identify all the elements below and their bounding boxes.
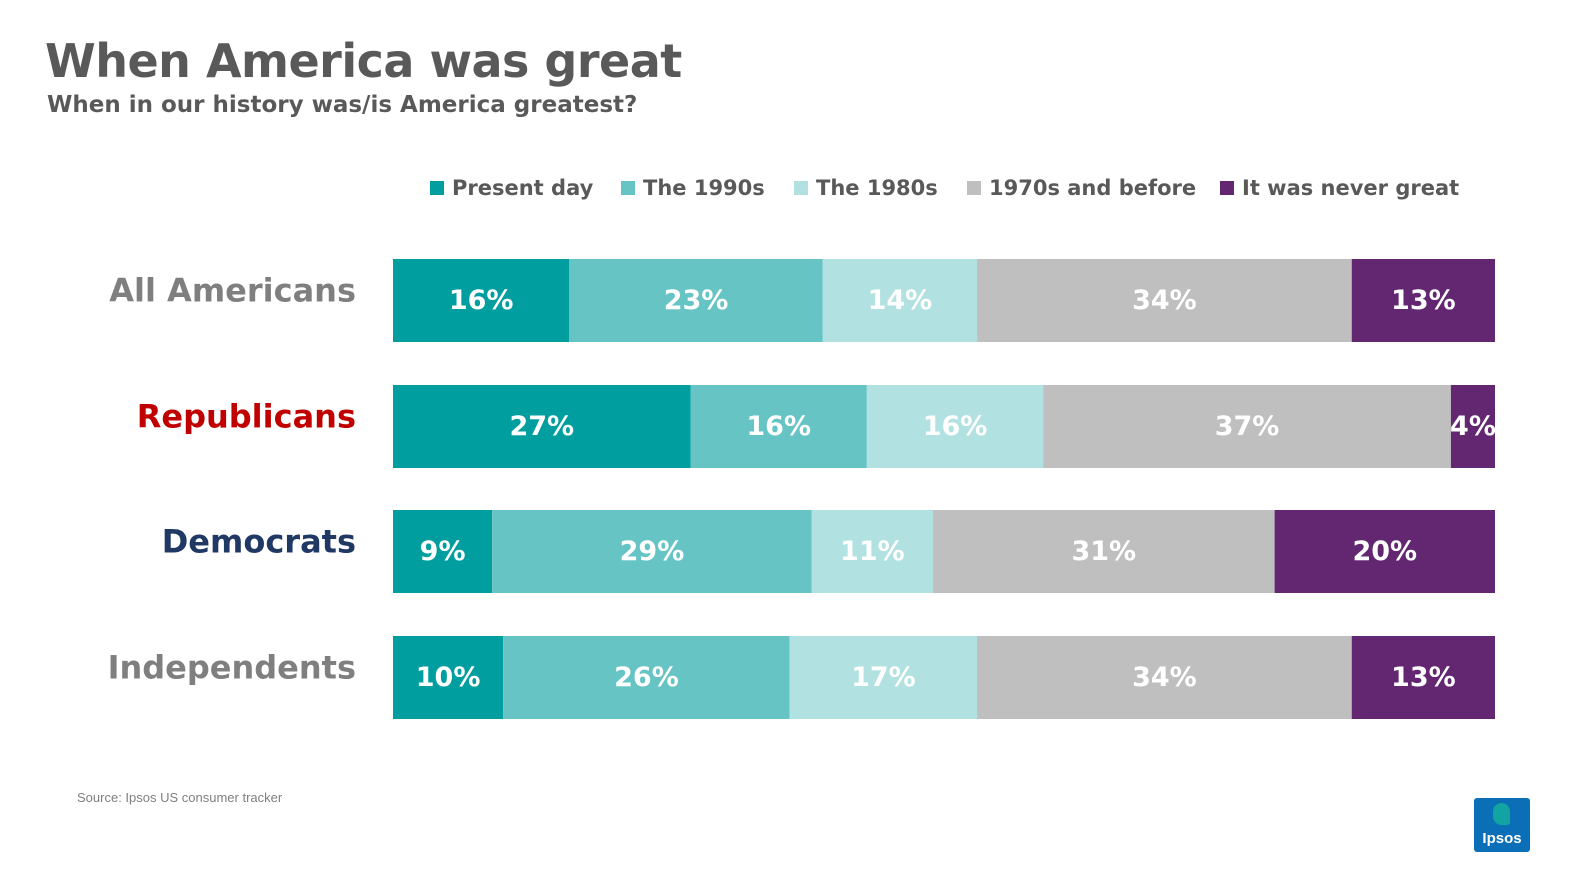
legend-swatch [621,181,635,195]
data-label-democrats-1970s-and-before: 31% [1071,536,1136,567]
legend-label: The 1990s [643,176,765,200]
legend-item-the-1980s: The 1980s [794,176,938,200]
bar-segment-independents-present-day [393,636,504,719]
data-label-all-americans-the-1990s: 23% [664,285,729,316]
data-label-republicans-the-1980s: 16% [923,411,988,442]
data-label-democrats-it-was-never-great: 20% [1352,536,1417,567]
bar-segment-democrats-the-1990s [492,510,812,593]
bar-segment-republicans-it-was-never-great [1450,385,1495,468]
data-label-independents-present-day: 10% [416,662,481,693]
page-subtitle: When in our history was/is America great… [47,92,638,118]
legend-swatch [430,181,444,195]
chart-legend: Present day The 1990s The 1980s 1970s and b… [0,176,1596,206]
bar-segment-republicans-1970s-and-before [1043,385,1451,468]
data-label-democrats-present-day: 9% [420,536,466,567]
ipsos-logo-mark [1493,803,1510,825]
bar-segment-all-americans-present-day [393,259,570,342]
data-label-democrats-the-1980s: 11% [840,536,905,567]
data-label-all-americans-it-was-never-great: 13% [1391,285,1456,316]
data-label-all-americans-present-day: 16% [449,285,514,316]
legend-label: The 1980s [816,176,938,200]
bar-segment-republicans-present-day [393,385,691,468]
ipsos-logo-text: Ipsos [1482,830,1522,847]
data-label-republicans-it-was-never-great: 4% [1450,411,1496,442]
category-label-all-americans: All Americans [109,272,356,310]
data-label-democrats-the-1990s: 29% [620,536,685,567]
data-label-all-americans-the-1980s: 14% [868,285,933,316]
ipsos-logo: Ipsos [1474,798,1530,852]
data-label-independents-the-1980s: 17% [851,662,916,693]
data-label-independents-it-was-never-great: 13% [1391,662,1456,693]
category-label-democrats: Democrats [162,523,356,561]
legend-item-1970s-and-before: 1970s and before [967,176,1196,200]
category-label-independents: Independents [108,649,356,687]
bar-segment-republicans-the-1980s [866,385,1044,468]
bar-segment-independents-the-1980s [789,636,978,719]
bar-segment-democrats-it-was-never-great [1274,510,1495,593]
category-label-republicans: Republicans [137,398,356,436]
bar-segment-all-americans-it-was-never-great [1351,259,1495,342]
legend-item-present-day: Present day [430,176,593,200]
source-note: Source: Ipsos US consumer tracker [77,790,283,805]
data-label-independents-the-1990s: 26% [614,662,679,693]
bar-segment-democrats-present-day [393,510,493,593]
bar-segment-republicans-the-1990s [690,385,867,468]
bar-segment-all-americans-the-1990s [569,259,823,342]
data-label-republicans-the-1990s: 16% [746,411,811,442]
bar-segment-independents-it-was-never-great [1351,636,1495,719]
legend-label: It was never great [1242,176,1460,200]
data-label-independents-1970s-and-before: 34% [1132,662,1197,693]
bar-segment-democrats-the-1980s [811,510,933,593]
bar-segment-all-americans-1970s-and-before [977,259,1352,342]
data-label-all-americans-1970s-and-before: 34% [1132,285,1197,316]
legend-label: 1970s and before [989,176,1197,200]
bar-segment-all-americans-the-1980s [822,259,978,342]
bar-segment-independents-the-1990s [503,636,790,719]
legend-swatch [794,181,808,195]
data-label-republicans-1970s-and-before: 37% [1215,411,1280,442]
legend-label: Present day [452,176,594,200]
page-title: When America was great [45,34,682,88]
bar-segment-independents-1970s-and-before [977,636,1352,719]
legend-swatch [1220,181,1234,195]
data-label-republicans-present-day: 27% [509,411,574,442]
legend-swatch [967,181,981,195]
legend-item-it-was-never-great: It was never great [1220,176,1459,200]
legend-item-the-1990s: The 1990s [621,176,765,200]
bar-segment-democrats-1970s-and-before [932,510,1275,593]
